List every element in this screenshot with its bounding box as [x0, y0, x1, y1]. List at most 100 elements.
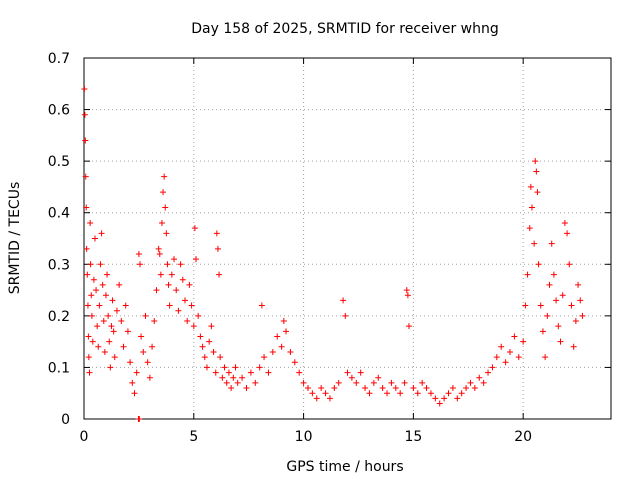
y-tick-label: 0.2: [48, 309, 70, 325]
grid-lines: [84, 58, 611, 419]
data-point: [133, 369, 140, 376]
data-point: [212, 369, 219, 376]
data-point: [419, 379, 426, 386]
data-point: [105, 312, 112, 319]
data-point: [561, 220, 568, 227]
data-point: [188, 302, 195, 309]
data-point: [274, 333, 281, 340]
data-point: [370, 379, 377, 386]
data-point: [546, 281, 553, 288]
data-point: [108, 323, 115, 330]
data-point: [186, 281, 193, 288]
x-tick-label: 20: [514, 429, 532, 445]
data-point: [208, 323, 215, 330]
data-point: [158, 220, 165, 227]
data-point: [127, 359, 134, 366]
data-point: [116, 281, 123, 288]
data-point: [527, 183, 534, 190]
data-point: [291, 359, 298, 366]
data-point: [217, 354, 224, 361]
data-point: [111, 354, 118, 361]
data-point: [219, 374, 226, 381]
data-point: [515, 354, 522, 361]
data-point: [84, 302, 91, 309]
data-point: [234, 379, 241, 386]
data-point: [177, 261, 184, 268]
y-tick-label: 0.1: [48, 360, 70, 376]
data-point: [445, 390, 452, 397]
data-point: [577, 297, 584, 304]
data-point: [441, 395, 448, 402]
data-point: [113, 307, 120, 314]
data-point: [449, 385, 456, 392]
data-point: [397, 390, 404, 397]
data-point: [110, 328, 117, 335]
data-point: [414, 390, 421, 397]
y-tick-label: 0.5: [48, 154, 70, 170]
data-point: [534, 189, 541, 196]
data-point: [142, 312, 149, 319]
data-point: [100, 318, 107, 325]
x-tick-label: 15: [404, 429, 422, 445]
data-point: [136, 261, 143, 268]
data-point: [230, 374, 237, 381]
data-point: [97, 261, 104, 268]
axis-ticks: [83, 57, 611, 420]
data-point: [149, 343, 156, 350]
data-point: [313, 395, 320, 402]
data-point: [489, 364, 496, 371]
data-point: [564, 230, 571, 237]
data-point: [436, 400, 443, 407]
data-point: [353, 379, 360, 386]
data-point: [280, 318, 287, 325]
data-point: [155, 245, 162, 252]
data-point: [388, 379, 395, 386]
data-point: [109, 297, 116, 304]
data-point: [161, 173, 168, 180]
data-point: [106, 338, 113, 345]
data-point: [165, 281, 172, 288]
data-point: [309, 390, 316, 397]
data-point: [566, 261, 573, 268]
data-point: [283, 328, 290, 335]
data-point: [537, 302, 544, 309]
data-point: [423, 385, 430, 392]
data-point: [107, 364, 114, 371]
data-point: [102, 292, 109, 299]
data-point: [331, 385, 338, 392]
x-tick-label: 0: [80, 429, 89, 445]
data-point: [83, 245, 90, 252]
data-point: [559, 292, 566, 299]
data-point: [405, 323, 412, 330]
data-point: [164, 261, 171, 268]
data-point: [162, 204, 169, 211]
data-point: [463, 385, 470, 392]
data-point: [375, 374, 382, 381]
y-tick-label: 0.3: [48, 257, 70, 273]
x-tick-label: 5: [189, 429, 198, 445]
data-point: [366, 390, 373, 397]
data-point: [340, 297, 347, 304]
data-point: [144, 359, 151, 366]
data-point: [458, 390, 465, 397]
data-point: [265, 369, 272, 376]
data-point: [156, 250, 163, 257]
data-point: [471, 385, 478, 392]
data-point: [539, 328, 546, 335]
data-point: [326, 395, 333, 402]
data-point: [480, 379, 487, 386]
data-point: [118, 318, 125, 325]
data-point: [228, 385, 235, 392]
data-point: [88, 292, 95, 299]
data-point: [542, 354, 549, 361]
data-point: [213, 230, 220, 237]
data-point: [335, 379, 342, 386]
data-point: [93, 287, 100, 294]
data-point: [232, 364, 239, 371]
data-point: [99, 281, 106, 288]
data-point: [83, 204, 90, 211]
data-point: [506, 348, 513, 355]
data-point: [203, 364, 210, 371]
data-point: [160, 189, 167, 196]
data-point: [502, 359, 509, 366]
